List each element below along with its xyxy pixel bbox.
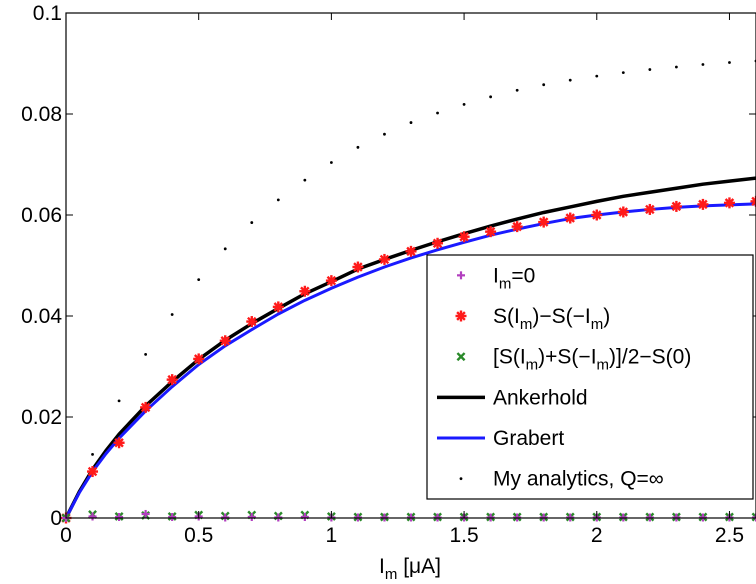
data-point-analytics — [621, 71, 625, 74]
data-point-analytics — [197, 278, 201, 282]
data-point-analytics — [515, 88, 519, 92]
data-point-analytics — [223, 247, 227, 251]
data-point-diff — [193, 353, 205, 365]
data-point-diff — [723, 197, 735, 209]
data-point-im0 — [247, 512, 256, 521]
y-tick-label: 0.02 — [21, 406, 62, 429]
legend: Im=0 S(Im)−S(−Im) [S(Im)+S(−Im)]/2−S(0) Ank… — [426, 254, 754, 500]
data-point-analytics — [356, 145, 360, 149]
data-point-im0 — [115, 512, 124, 521]
legend-label-im0: Im=0 — [493, 264, 535, 292]
data-point-analytics — [701, 63, 705, 66]
legend-swatch-im0 — [457, 271, 465, 280]
data-point-diff — [140, 401, 152, 413]
data-point-diff — [166, 374, 178, 386]
data-point-analytics — [91, 452, 94, 456]
data-point-im0 — [141, 509, 150, 518]
x-tick-label: 1.5 — [449, 524, 478, 547]
data-point-analytics — [568, 78, 572, 82]
data-point-analytics — [276, 198, 280, 202]
x-tick-label: 2 — [591, 524, 603, 547]
x-axis-label: Im [μA] — [379, 555, 441, 583]
data-point-im0 — [88, 512, 97, 521]
data-point-diff — [538, 216, 550, 228]
data-point-analytics — [728, 61, 731, 64]
data-point-diff — [564, 212, 576, 224]
data-point-diff — [87, 466, 99, 478]
legend-swatch-diff — [455, 310, 467, 322]
x-tick-label: 2.5 — [715, 524, 744, 547]
data-point-analytics — [329, 161, 333, 164]
data-point-analytics — [436, 111, 439, 115]
data-point-diff — [591, 209, 603, 221]
data-point-analytics — [117, 399, 121, 403]
data-point-diff — [405, 245, 417, 257]
data-point-analytics — [542, 83, 546, 87]
plot-frame — [65, 12, 756, 519]
data-point-analytics — [409, 121, 413, 124]
data-point-analytics — [170, 313, 174, 316]
y-tick-label: 0.06 — [21, 204, 62, 227]
legend-swatch-analytics — [459, 477, 463, 481]
data-point-diff — [458, 231, 470, 243]
y-tick-label: 0.08 — [21, 103, 62, 126]
x-tick-label: 0.5 — [184, 524, 213, 547]
data-point-analytics — [674, 65, 678, 69]
data-point-diff — [432, 237, 444, 249]
legend-label-avg: [S(Im)+S(−Im)]/2−S(0) — [493, 346, 691, 374]
legend-box — [426, 254, 754, 500]
data-point-diff — [113, 437, 125, 449]
data-point-diff — [325, 275, 337, 287]
legend-label-grabert: Grabert — [493, 427, 564, 450]
data-point-diff — [219, 335, 231, 347]
data-point-im0 — [168, 512, 177, 521]
y-tick-label: 0.1 — [33, 2, 62, 25]
data-point-diff — [617, 206, 629, 218]
y-tick-label: 0 — [50, 507, 62, 530]
y-tick-label: 0.04 — [21, 305, 62, 328]
data-point-diff — [378, 253, 390, 265]
data-point-analytics — [303, 178, 307, 182]
data-point-avg — [751, 512, 756, 522]
data-point-analytics — [383, 132, 386, 136]
data-point-diff — [697, 198, 709, 210]
data-point-diff — [670, 200, 682, 212]
data-point-im0 — [300, 512, 309, 521]
data-point-analytics — [648, 68, 652, 71]
legend-label-analytics: My analytics, Q=∞ — [493, 468, 664, 491]
data-point-diff — [352, 261, 364, 273]
data-point-analytics — [462, 103, 466, 106]
data-point-diff — [750, 195, 756, 207]
series-line-grabert — [64, 202, 756, 519]
data-point-diff — [485, 226, 497, 238]
legend-label-diff: S(Im)−S(−Im) — [493, 305, 610, 333]
data-point-analytics — [595, 74, 599, 78]
data-point-diff — [299, 285, 311, 297]
legend-label-ankerhold: Ankerhold — [493, 386, 588, 409]
legend-swatch-avg — [456, 352, 466, 362]
data-point-analytics — [489, 95, 493, 99]
data-point-analytics — [144, 352, 148, 356]
data-point-diff — [644, 203, 656, 215]
data-point-diff — [511, 221, 523, 233]
data-point-analytics — [250, 221, 254, 224]
data-point-diff — [272, 301, 284, 313]
x-tick-label: 1 — [326, 524, 338, 547]
x-tick-label: 0 — [60, 524, 72, 547]
data-point-diff — [246, 316, 258, 328]
